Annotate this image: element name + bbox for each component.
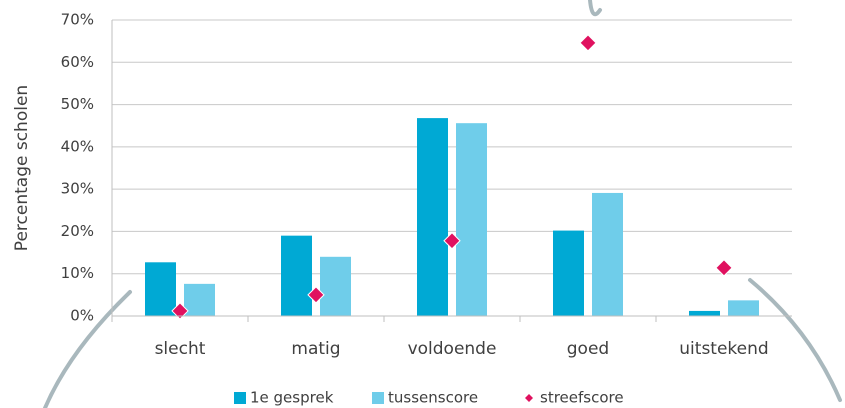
bar [417, 118, 448, 316]
bar [320, 256, 351, 316]
y-tick-label: 40% [61, 137, 94, 155]
x-tick-label: slecht [155, 339, 206, 359]
marker [579, 34, 597, 52]
x-tick-label: uitstekend [679, 339, 768, 359]
y-tick-label: 10% [61, 264, 94, 282]
legend-label: streefscore [540, 389, 624, 407]
bar [728, 300, 759, 316]
decorative-arrows [43, 0, 842, 408]
bar [689, 310, 720, 316]
legend-swatch [234, 392, 246, 404]
x-tick-label: voldoende [408, 339, 497, 359]
bar [553, 230, 584, 316]
legend-swatch [372, 392, 384, 404]
bar [592, 192, 623, 316]
y-tick-label: 0% [70, 307, 94, 325]
marker [307, 286, 325, 304]
y-tick-label: 60% [61, 53, 94, 71]
bar [145, 262, 176, 316]
bar [456, 123, 487, 316]
bar [281, 235, 312, 316]
bar [184, 283, 215, 316]
x-tick-label: matig [291, 339, 340, 359]
legend-marker [525, 394, 533, 402]
marker [715, 259, 733, 277]
y-tick-label: 30% [61, 180, 94, 198]
x-tick-label: goed [567, 339, 609, 359]
marker [443, 232, 461, 250]
y-tick-label: 50% [61, 95, 94, 113]
legend-label: 1e gesprek [250, 389, 334, 407]
y-axis-label: Percentage scholen [12, 85, 32, 251]
legend-label: tussenscore [388, 389, 478, 407]
marker [171, 302, 189, 320]
y-tick-label: 70% [61, 11, 94, 29]
y-tick-label: 20% [61, 222, 94, 240]
